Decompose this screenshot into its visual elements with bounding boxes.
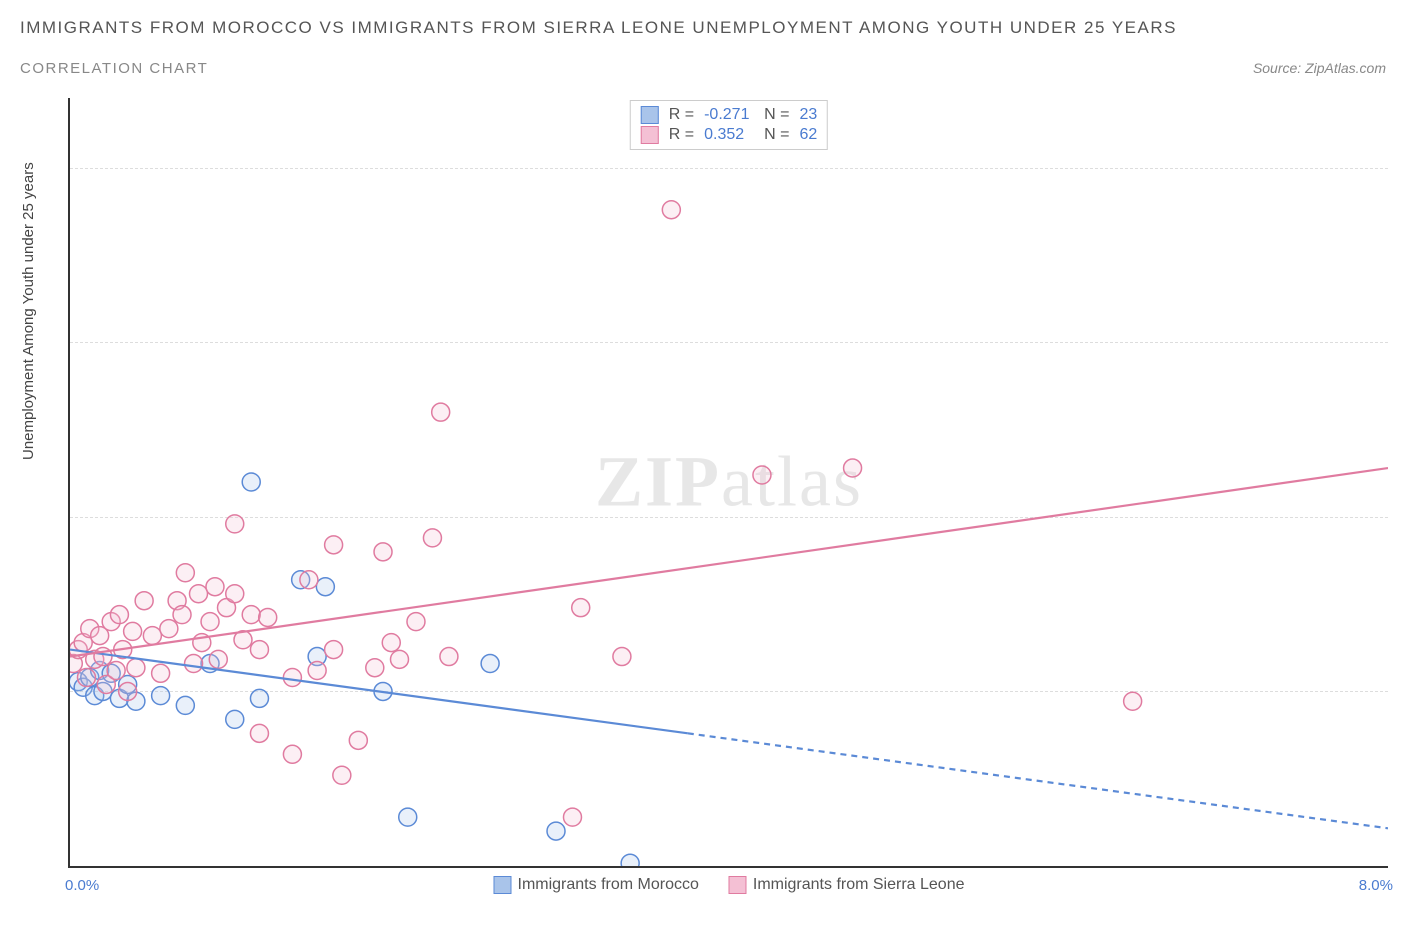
data-point-morocco	[316, 578, 334, 596]
data-point-sierra_leone	[107, 662, 125, 680]
stats-N-value: 62	[799, 126, 817, 144]
stats-R-value: -0.271	[704, 106, 754, 124]
chart-plot-area: ZIPatlas 12.5%25.0%37.5%50.0% R = -0.271…	[68, 98, 1388, 868]
chart-subtitle: CORRELATION CHART	[20, 60, 208, 77]
data-point-sierra_leone	[206, 578, 224, 596]
data-point-sierra_leone	[844, 459, 862, 477]
data-point-sierra_leone	[613, 648, 631, 666]
data-point-sierra_leone	[160, 620, 178, 638]
legend-label: Immigrants from Morocco	[517, 876, 698, 894]
data-point-sierra_leone	[391, 650, 409, 668]
stats-legend-box: R = -0.271 N = 23 R = 0.352 N = 62	[630, 100, 828, 150]
data-point-sierra_leone	[283, 745, 301, 763]
data-point-sierra_leone	[753, 466, 771, 484]
stats-row-sierra_leone: R = 0.352 N = 62	[641, 125, 817, 145]
data-point-sierra_leone	[124, 622, 142, 640]
stats-swatch-icon	[641, 106, 659, 124]
data-point-sierra_leone	[308, 662, 326, 680]
legend-label: Immigrants from Sierra Leone	[753, 876, 965, 894]
data-point-sierra_leone	[110, 606, 128, 624]
stats-R-label: R =	[669, 106, 694, 124]
chart-title: IMMIGRANTS FROM MOROCCO VS IMMIGRANTS FR…	[20, 18, 1177, 38]
data-point-sierra_leone	[300, 571, 318, 589]
data-point-sierra_leone	[201, 613, 219, 631]
data-point-morocco	[547, 822, 565, 840]
data-point-morocco	[399, 808, 417, 826]
data-point-sierra_leone	[572, 599, 590, 617]
data-point-sierra_leone	[135, 592, 153, 610]
legend-swatch-icon	[493, 876, 511, 894]
data-point-sierra_leone	[250, 724, 268, 742]
data-point-morocco	[226, 710, 244, 728]
y-axis-label: Unemployment Among Youth under 25 years	[20, 162, 37, 460]
data-point-morocco	[621, 854, 639, 866]
data-point-sierra_leone	[423, 529, 441, 547]
data-point-sierra_leone	[283, 668, 301, 686]
legend-item: Immigrants from Morocco	[493, 876, 698, 894]
data-point-sierra_leone	[1124, 692, 1142, 710]
trend-line-sierra_leone	[70, 468, 1388, 657]
data-point-morocco	[152, 687, 170, 705]
stats-N-label: N =	[764, 126, 789, 144]
x-tick-min: 0.0%	[65, 877, 99, 894]
data-point-sierra_leone	[250, 641, 268, 659]
data-point-sierra_leone	[662, 201, 680, 219]
data-point-sierra_leone	[190, 585, 208, 603]
data-point-sierra_leone	[563, 808, 581, 826]
data-point-sierra_leone	[209, 650, 227, 668]
data-point-sierra_leone	[77, 668, 95, 686]
data-point-sierra_leone	[366, 659, 384, 677]
data-point-sierra_leone	[325, 641, 343, 659]
data-point-sierra_leone	[226, 515, 244, 533]
data-point-morocco	[176, 696, 194, 714]
data-point-sierra_leone	[226, 585, 244, 603]
data-point-sierra_leone	[382, 634, 400, 652]
data-point-sierra_leone	[374, 543, 392, 561]
stats-R-value: 0.352	[704, 126, 754, 144]
data-point-sierra_leone	[173, 606, 191, 624]
stats-swatch-icon	[641, 126, 659, 144]
stats-N-value: 23	[799, 106, 817, 124]
stats-row-morocco: R = -0.271 N = 23	[641, 105, 817, 125]
data-point-sierra_leone	[185, 655, 203, 673]
chart-svg	[70, 98, 1388, 866]
data-point-sierra_leone	[127, 659, 145, 677]
data-point-sierra_leone	[432, 403, 450, 421]
legend-item: Immigrants from Sierra Leone	[729, 876, 965, 894]
data-point-sierra_leone	[349, 731, 367, 749]
data-point-morocco	[250, 689, 268, 707]
data-point-sierra_leone	[119, 682, 137, 700]
data-point-sierra_leone	[259, 608, 277, 626]
data-point-sierra_leone	[176, 564, 194, 582]
stats-N-label: N =	[764, 106, 789, 124]
legend-swatch-icon	[729, 876, 747, 894]
stats-R-label: R =	[669, 126, 694, 144]
legend-bottom: Immigrants from Morocco Immigrants from …	[493, 876, 964, 894]
data-point-morocco	[481, 655, 499, 673]
data-point-sierra_leone	[440, 648, 458, 666]
data-point-sierra_leone	[242, 606, 260, 624]
data-point-sierra_leone	[333, 766, 351, 784]
data-point-sierra_leone	[152, 664, 170, 682]
data-point-sierra_leone	[407, 613, 425, 631]
trend-line-morocco-extrapolated	[688, 733, 1388, 828]
x-tick-max: 8.0%	[1359, 877, 1393, 894]
data-point-sierra_leone	[143, 627, 161, 645]
data-point-sierra_leone	[325, 536, 343, 554]
source-label: Source: ZipAtlas.com	[1253, 60, 1386, 76]
data-point-morocco	[242, 473, 260, 491]
